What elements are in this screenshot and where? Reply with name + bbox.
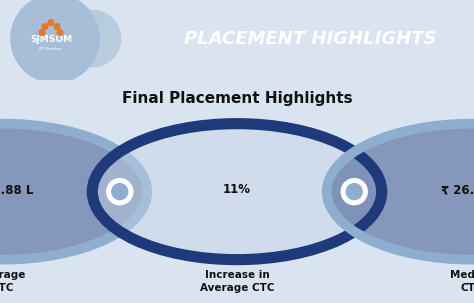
Text: Final Placement Highlights: Final Placement Highlights	[122, 91, 352, 106]
Text: PLACEMENT HIGHLIGHTS: PLACEMENT HIGHLIGHTS	[184, 29, 436, 48]
Text: 11%: 11%	[223, 183, 251, 196]
Ellipse shape	[0, 124, 147, 260]
Text: IIT Bombay: IIT Bombay	[39, 47, 63, 51]
Circle shape	[346, 184, 362, 200]
Text: ₹ 26.64 L: ₹ 26.64 L	[441, 183, 474, 196]
Circle shape	[341, 179, 367, 205]
Circle shape	[107, 179, 133, 205]
Text: SJMSOM: SJMSOM	[30, 35, 72, 44]
Text: Average
CTC: Average CTC	[0, 270, 27, 293]
Circle shape	[54, 24, 60, 29]
Circle shape	[42, 24, 48, 29]
Circle shape	[57, 30, 63, 35]
Ellipse shape	[92, 124, 382, 260]
Circle shape	[39, 30, 45, 35]
Circle shape	[48, 20, 54, 25]
Text: Median
CTC: Median CTC	[450, 270, 474, 293]
Circle shape	[112, 184, 128, 200]
Text: ₹ 28.88 L: ₹ 28.88 L	[0, 183, 33, 196]
Text: Increase in
Average CTC: Increase in Average CTC	[200, 270, 274, 293]
Circle shape	[11, 0, 99, 83]
Circle shape	[64, 10, 121, 67]
Ellipse shape	[327, 124, 474, 260]
